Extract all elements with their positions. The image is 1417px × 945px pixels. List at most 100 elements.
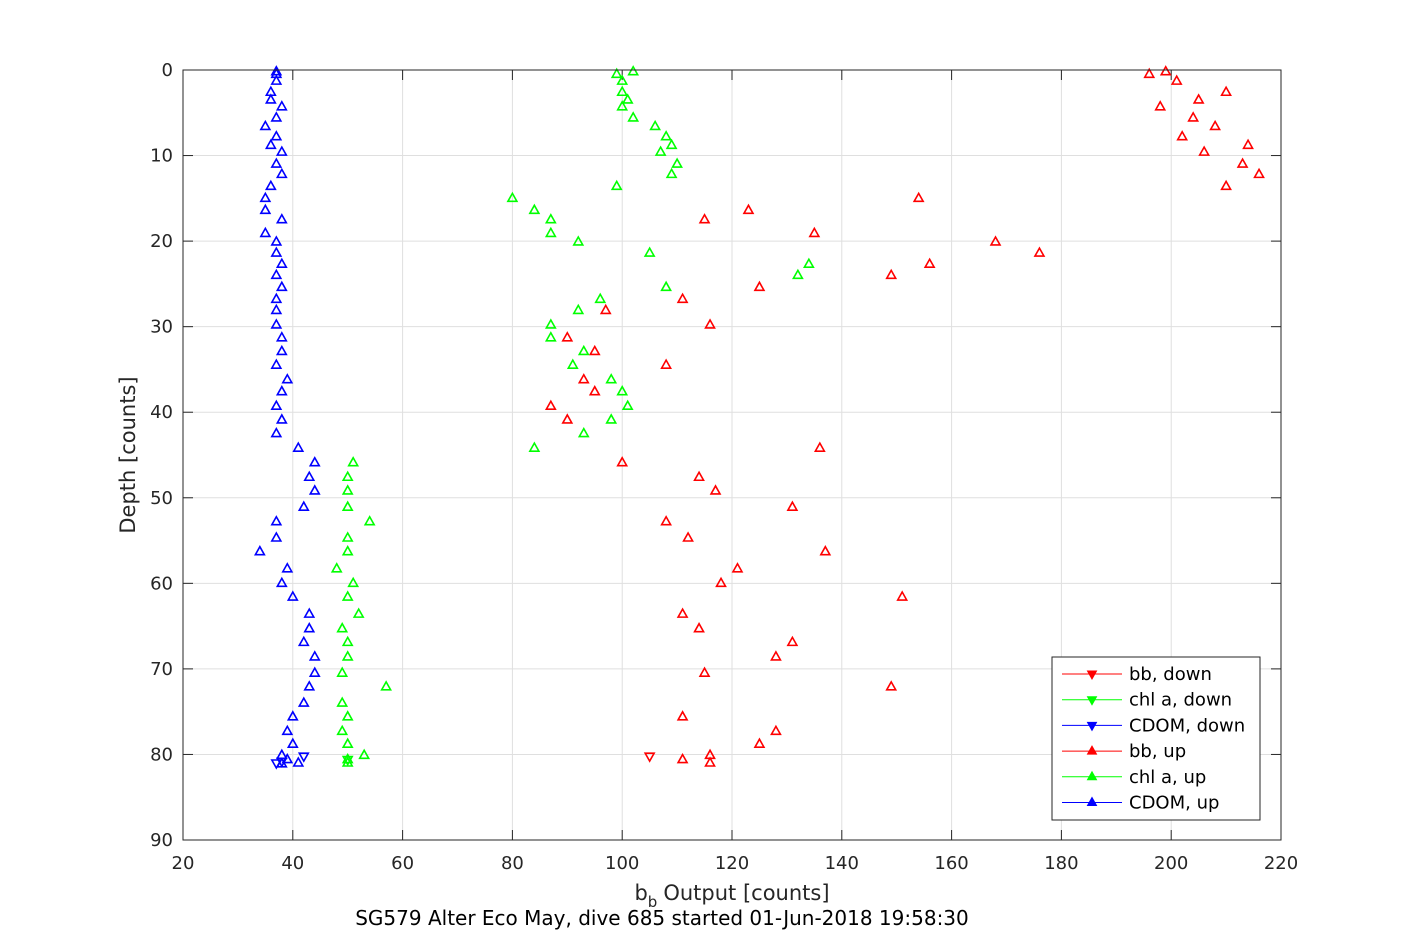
data-point [923, 257, 936, 269]
data-point [1220, 179, 1232, 191]
data-point [270, 318, 283, 329]
data-point [286, 590, 299, 601]
data-point [297, 500, 310, 511]
data-point [572, 303, 585, 315]
data-point [616, 74, 629, 85]
data-point [610, 179, 623, 191]
data-point [275, 167, 288, 179]
data-point [676, 752, 689, 764]
data-point [303, 622, 316, 633]
data-point [627, 65, 640, 76]
data-point [506, 191, 519, 203]
data-point [1154, 100, 1167, 111]
data-point [275, 413, 288, 424]
data-point [297, 752, 310, 763]
data-point [341, 752, 354, 764]
y-tick-label: 60 [150, 573, 173, 594]
x-tick-label: 40 [281, 853, 304, 874]
data-point [1198, 145, 1211, 156]
data-point [341, 710, 354, 721]
data-point [698, 666, 711, 677]
x-tick-label: 140 [825, 853, 859, 874]
data-point [1209, 119, 1221, 131]
data-point [275, 213, 288, 224]
data-point [1143, 67, 1156, 79]
data-point [665, 167, 678, 179]
data-point [358, 748, 371, 760]
data-point [1170, 74, 1183, 85]
data-point [770, 650, 782, 661]
data-point [275, 257, 288, 269]
data-point [676, 607, 689, 618]
data-point [264, 138, 277, 150]
data-point [336, 666, 349, 677]
data-point [308, 456, 321, 467]
data-point [665, 138, 678, 150]
data-point [270, 358, 283, 369]
data-point [297, 696, 310, 707]
data-point [693, 470, 705, 482]
data-point [588, 385, 601, 396]
data-point [363, 515, 376, 526]
data-point [577, 344, 590, 356]
data-point [275, 145, 288, 156]
data-point [264, 93, 277, 104]
data-point [671, 157, 683, 168]
data-point [731, 562, 744, 573]
data-point [715, 576, 727, 588]
data-point [599, 303, 612, 315]
data-point [676, 292, 689, 304]
data-point [627, 111, 640, 122]
data-point [742, 203, 755, 215]
data-point [561, 331, 574, 342]
data-point [341, 470, 354, 482]
data-point [259, 119, 272, 131]
data-point [270, 531, 283, 542]
plot-frame [182, 69, 1282, 841]
data-point [792, 268, 804, 280]
legend-marker [1086, 670, 1098, 681]
series-bb-up [544, 65, 1265, 767]
x-axis-label-text: Output [counts] [663, 881, 829, 905]
data-point [341, 484, 354, 495]
series-cdom-up [253, 65, 321, 768]
data-point [528, 441, 541, 452]
legend: bb, down chl a, down CDOM, down bb, up chl a… [1051, 656, 1261, 821]
data-point [605, 413, 618, 424]
y-tick-label: 10 [150, 146, 173, 167]
data-point [308, 484, 321, 495]
data-points [253, 65, 1265, 770]
data-point [621, 399, 634, 411]
data-point [275, 331, 288, 342]
x-axis-label: bb Output [counts] [634, 881, 829, 911]
x-tick-label: 60 [391, 853, 414, 874]
data-point [621, 93, 634, 104]
y-axis-label: Depth [counts] [116, 376, 140, 533]
data-point [808, 226, 821, 238]
data-point [544, 399, 557, 411]
data-point [253, 545, 266, 556]
chart-title: SG579 Alter Eco May, dive 685 started 01… [355, 906, 969, 930]
data-point [819, 545, 832, 556]
data-point [347, 456, 360, 467]
data-point [270, 246, 283, 257]
data-point [292, 441, 305, 452]
data-point [528, 203, 541, 215]
data-point [308, 650, 321, 661]
data-point [303, 607, 316, 618]
data-point [616, 100, 629, 111]
data-point [813, 441, 826, 452]
y-tick-label: 70 [150, 659, 173, 680]
data-point [912, 191, 925, 203]
x-tick-label: 160 [934, 853, 968, 874]
y-tick-label: 90 [150, 830, 173, 851]
data-point [1192, 93, 1205, 104]
data-point [704, 318, 716, 329]
data-point [297, 635, 310, 647]
data-point [566, 358, 579, 369]
data-point [308, 666, 321, 677]
y-tick-label: 40 [150, 402, 173, 423]
data-point [380, 680, 392, 691]
data-point [616, 85, 629, 97]
